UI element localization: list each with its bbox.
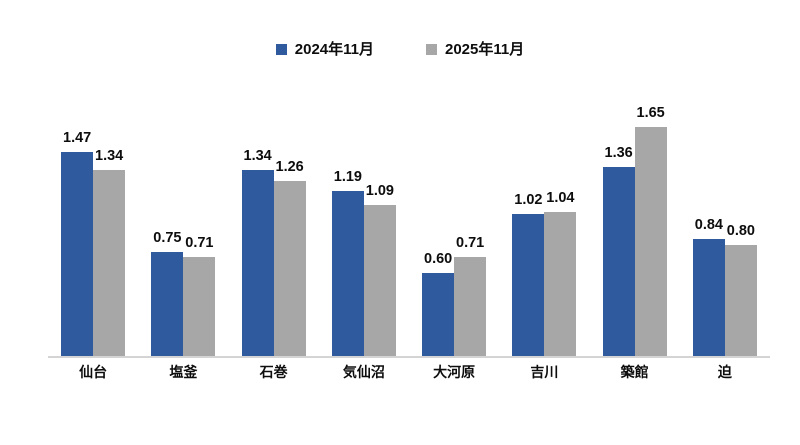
bar-2025-11: 1.34 — [93, 149, 126, 356]
bar-value-label: 1.26 — [275, 158, 304, 175]
x-axis-label: 石巻 — [259, 364, 288, 380]
bar-2024-11: 1.36 — [602, 146, 635, 356]
x-axis-labels: 仙台 塩釜 石巻 気仙沼 大河原 吉川 築館 迫 — [48, 365, 770, 379]
bar-2024-11: 0.60 — [422, 252, 455, 356]
legend-label-2025: 2025年11月 — [445, 41, 525, 58]
bar-value-label: 0.75 — [153, 229, 182, 246]
bar-group: 1.47 1.34 — [48, 85, 138, 356]
legend-item-2024: 2024年11月 — [275, 41, 374, 58]
bar-2024-11: 1.34 — [241, 149, 274, 356]
bar-value-label: 1.19 — [333, 168, 362, 185]
bar-2025-11: 0.71 — [454, 236, 487, 356]
plot-area: 1.47 1.34 0.75 0.71 1.34 1.26 1.19 1.09 0.60 0.71… — [48, 85, 770, 358]
x-axis-label: 塩釜 — [169, 364, 198, 380]
bar-value-label: 1.09 — [365, 182, 394, 199]
bar-value-label: 1.04 — [546, 189, 575, 206]
bar-2025-11: 1.04 — [544, 190, 577, 356]
bar-2025-11: 0.80 — [724, 224, 757, 356]
bar-value-label: 0.60 — [424, 250, 453, 267]
bar-value-label: 0.84 — [694, 217, 723, 234]
x-axis-label: 迫 — [717, 364, 732, 380]
bar-value-label: 1.65 — [636, 104, 665, 121]
bar-group: 1.02 1.04 — [499, 85, 589, 356]
bar-2024-11: 0.75 — [151, 231, 184, 356]
x-axis-label: 気仙沼 — [342, 364, 385, 380]
x-axis-label: 吉川 — [530, 364, 559, 380]
bar-2024-11: 1.19 — [331, 170, 364, 356]
legend-marker-2025 — [426, 44, 437, 55]
bar-group: 0.60 0.71 — [409, 85, 499, 356]
bar-2024-11: 1.02 — [512, 193, 545, 356]
bar-value-label: 1.34 — [243, 147, 272, 164]
bar-group: 1.36 1.65 — [590, 85, 680, 356]
legend-item-2025: 2025年11月 — [426, 42, 524, 57]
bar-value-label: 1.47 — [63, 129, 92, 146]
bar-2025-11: 0.71 — [183, 236, 216, 356]
bar-value-label: 1.02 — [514, 192, 543, 209]
x-axis-label: 仙台 — [79, 364, 108, 380]
bar-value-label: 0.71 — [185, 235, 214, 252]
legend-label-2024: 2024年11月 — [294, 41, 374, 58]
x-axis-label: 大河原 — [433, 364, 476, 380]
bar-2025-11: 1.65 — [634, 106, 667, 356]
bar-value-label: 1.36 — [604, 145, 633, 161]
bar-2024-11: 0.84 — [692, 218, 725, 356]
legend-marker-2024 — [275, 44, 287, 55]
bar-group: 0.84 0.80 — [680, 85, 770, 356]
legend: 2024年11月 2025年11月 — [0, 42, 800, 57]
bar-value-label: 0.80 — [726, 222, 755, 239]
bar-value-label: 1.34 — [95, 147, 124, 164]
bar-2025-11: 1.09 — [363, 183, 396, 356]
bar-2024-11: 1.47 — [61, 131, 94, 356]
bar-2025-11: 1.26 — [273, 160, 306, 356]
bar-group: 0.75 0.71 — [138, 85, 228, 356]
x-axis-label: 築館 — [620, 364, 649, 380]
bar-group: 1.34 1.26 — [229, 85, 319, 356]
bar-group: 1.19 1.09 — [319, 85, 409, 356]
bar-value-label: 0.71 — [456, 235, 485, 252]
